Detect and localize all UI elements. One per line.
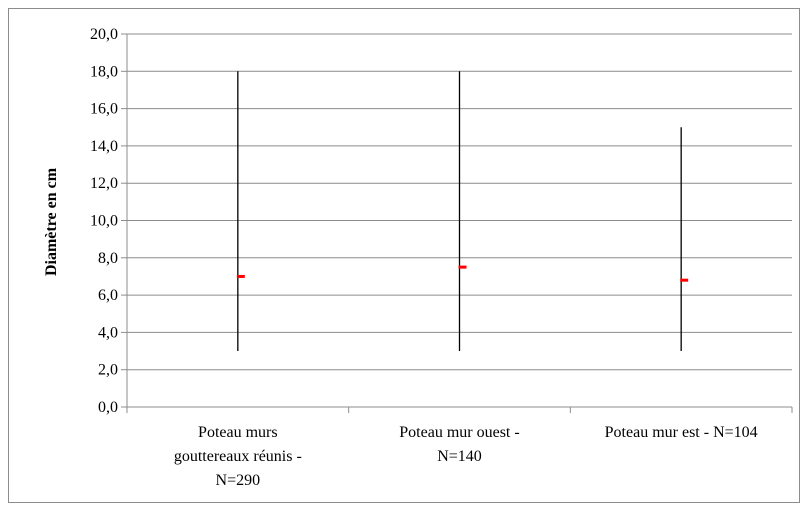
mean-marker <box>458 265 467 269</box>
y-tick-label: 6,0 <box>98 287 118 304</box>
y-tick-label: 4,0 <box>98 324 118 341</box>
mean-marker <box>236 274 245 278</box>
y-tick-label: 10,0 <box>90 213 118 230</box>
x-category-label: Poteau mur ouest - N=140 <box>350 421 570 469</box>
y-tick-label: 12,0 <box>90 175 118 192</box>
y-tick-label: 8,0 <box>98 250 118 267</box>
x-category-label-line: Poteau mur est - N=104 <box>604 424 758 441</box>
x-category-label-line: Poteau mur ouest - <box>399 424 520 441</box>
y-tick-label: 20,0 <box>90 26 118 43</box>
y-tick-label: 2,0 <box>98 362 118 379</box>
x-category-label: Poteau mur est - N=104 <box>571 421 791 445</box>
mean-marker <box>680 278 689 282</box>
y-tick-label: 14,0 <box>90 138 118 155</box>
y-axis-title: Diamètre en cm <box>43 167 60 276</box>
x-category-label-line: N=140 <box>437 448 482 465</box>
chart-frame <box>8 8 800 503</box>
x-category-label: Poteau murs gouttereaux réunis - N=290 <box>128 421 348 493</box>
x-category-label-line: Poteau murs <box>198 424 278 441</box>
y-tick-label: 18,0 <box>90 63 118 80</box>
y-tick-label: 0,0 <box>98 399 118 416</box>
x-category-label-line: N=290 <box>215 472 261 489</box>
y-tick-label: 16,0 <box>90 101 118 118</box>
x-category-label-line: gouttereaux réunis - <box>173 448 302 465</box>
